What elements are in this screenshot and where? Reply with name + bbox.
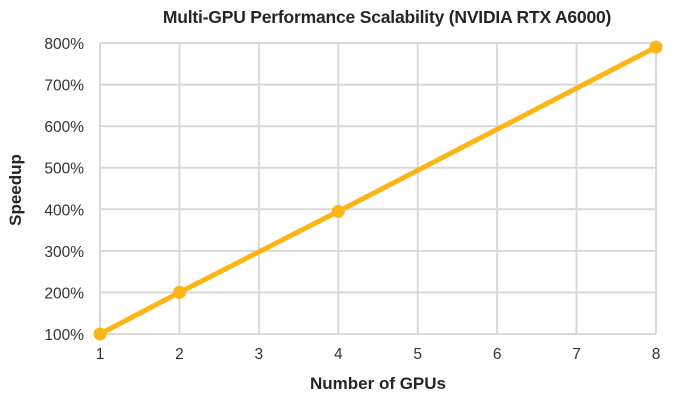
y-tick-label: 700%: [44, 78, 84, 95]
x-tick-label: 1: [96, 346, 105, 363]
x-tick-label: 3: [255, 346, 264, 363]
x-axis-label: Number of GPUs: [309, 374, 447, 393]
y-tick-label: 300%: [44, 244, 84, 261]
chart-title: Multi-GPU Performance Scalability (NVIDI…: [162, 7, 612, 27]
x-tick-label: 6: [493, 346, 502, 363]
x-tick-label: 4: [334, 346, 343, 363]
data-point-marker: [93, 327, 107, 341]
y-tick-label: 800%: [44, 36, 84, 53]
data-point-marker: [172, 285, 186, 299]
y-tick-label: 400%: [44, 202, 84, 219]
data-point-marker: [649, 40, 663, 54]
x-axis-ticks: 1 2 3 4 5 6 7 8: [96, 346, 661, 363]
gridlines: [99, 42, 657, 335]
x-tick-label: 5: [413, 346, 422, 363]
y-axis-ticks: 100% 200% 300% 400% 500% 600% 700% 800%: [44, 36, 84, 344]
x-tick-label: 2: [175, 346, 184, 363]
y-tick-label: 100%: [44, 327, 84, 344]
series-line: [97, 44, 659, 337]
x-tick-label: 8: [652, 346, 661, 363]
y-tick-label: 500%: [44, 161, 84, 178]
y-tick-label: 600%: [44, 119, 84, 136]
y-tick-label: 200%: [44, 285, 84, 302]
x-tick-label: 7: [572, 346, 581, 363]
series-speedup: [93, 40, 663, 341]
data-point-marker: [331, 204, 345, 218]
